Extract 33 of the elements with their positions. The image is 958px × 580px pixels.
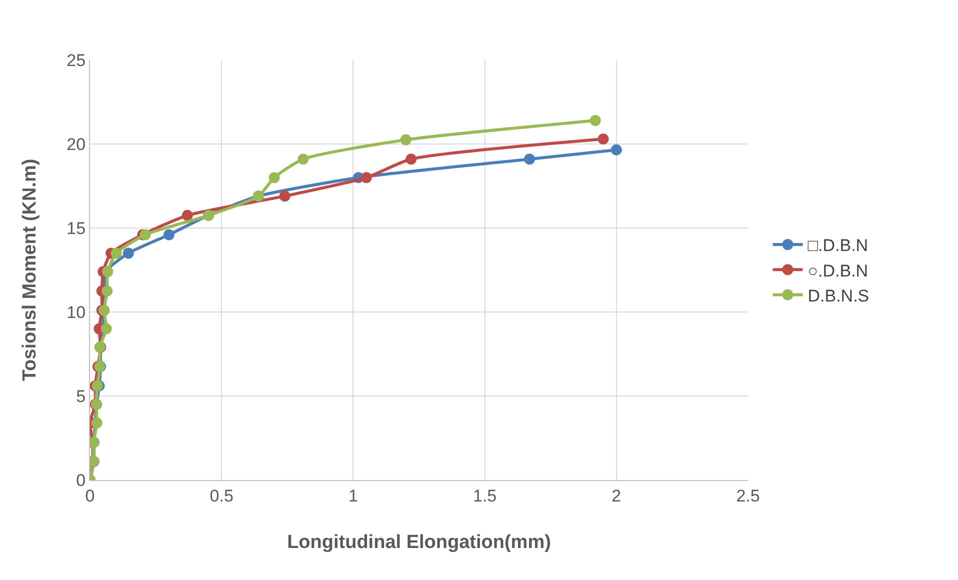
y-tick-label: 0 [76,470,86,490]
point [298,154,309,165]
x-tick-label: 1.5 [472,486,497,506]
point [122,248,134,259]
x-tick-label: 1 [348,486,358,506]
point [268,172,280,184]
y-tick-label: 15 [66,218,86,238]
x-tick-label: 2 [612,486,622,506]
point [100,323,112,334]
point [163,229,174,240]
x-axis-title: Longitudinal Elongation(mm) [287,532,551,554]
legend-label: D.B.N.S [808,286,870,306]
point [110,248,122,259]
point [610,144,622,156]
point [140,229,151,240]
point [590,114,601,126]
legend-label: □.D.B.N [808,236,868,256]
y-tick-label: 20 [66,134,86,154]
point [360,172,372,184]
point [279,190,290,202]
point [400,134,412,146]
y-tick-label: 10 [66,302,86,322]
point [102,286,113,296]
y-tick-label: 25 [66,50,86,70]
legend-label: ○.D.B.N [808,261,868,280]
point [182,210,193,221]
point [598,133,609,144]
x-tick-label: 2.5 [736,486,760,506]
point [406,154,417,165]
x-tick-label: 0.5 [210,486,234,506]
y-axis-title: Tosionsl Moment (KN.m) [20,158,41,382]
point [524,154,536,165]
y-tick-label: 5 [76,386,86,406]
